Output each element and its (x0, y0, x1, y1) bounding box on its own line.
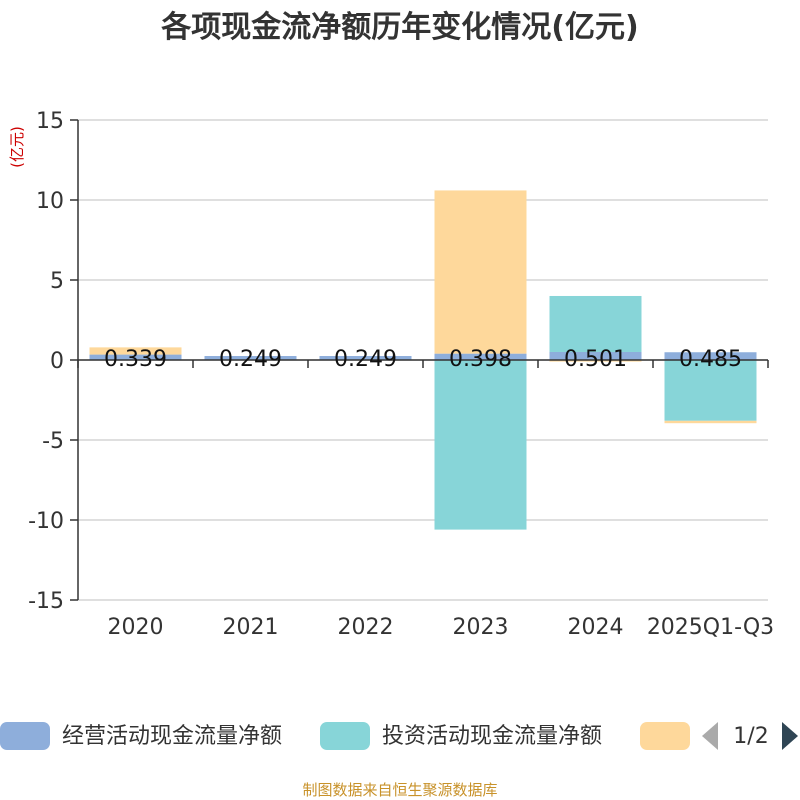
source-note: 制图数据来自恒生聚源数据库 (302, 781, 497, 799)
x-tick-label: 2024 (568, 615, 624, 640)
y-tick-label: 0 (50, 349, 64, 374)
bar-series2-2020[interactable] (89, 347, 182, 355)
y-axis-unit: (亿元) (8, 126, 26, 168)
x-tick-label: 2020 (108, 615, 164, 640)
x-tick-label: 2021 (223, 615, 279, 640)
legend: 经营活动现金流量净额 投资活动现金流量净额 (0, 722, 690, 750)
bar-series1-2025Q1-Q3[interactable] (664, 360, 757, 421)
axes (77, 120, 769, 600)
data-labels: 0.339 0.249 0.249 0.398 0.501 0.485 (104, 347, 742, 372)
x-tick-label: 2022 (338, 615, 394, 640)
legend-swatch[interactable] (640, 722, 690, 750)
bar-series0-2025Q1-Q3[interactable] (664, 352, 757, 360)
data-label: 0.339 (104, 347, 167, 372)
y-tick-label: -10 (28, 509, 64, 534)
bar-series1-2024[interactable] (549, 295, 642, 352)
data-label: 0.398 (449, 347, 512, 372)
legend-label[interactable]: 投资活动现金流量净额 (382, 724, 602, 749)
data-label: 0.249 (219, 347, 282, 372)
y-tick-label: 10 (36, 189, 64, 214)
data-label: 0.485 (679, 347, 742, 372)
y-tick-label: 5 (50, 269, 64, 294)
bar-series2-2025Q1-Q3[interactable] (664, 420, 757, 424)
bar-series2-2023[interactable] (434, 190, 527, 354)
x-tick-label: 2025Q1-Q3 (647, 615, 774, 640)
bar-series0-2022[interactable] (319, 356, 412, 360)
data-label: 0.249 (334, 347, 397, 372)
bar-series0-2021[interactable] (204, 356, 297, 360)
y-tick-label: -15 (28, 589, 64, 614)
legend-pager: 1/2 (702, 722, 798, 750)
bar-series0-2020[interactable] (89, 354, 182, 360)
chart-title: 各项现金流净额历年变化情况(亿元) (160, 10, 638, 45)
legend-swatch[interactable] (320, 722, 370, 750)
bar-series2-2024[interactable] (549, 360, 642, 362)
legend-label[interactable]: 经营活动现金流量净额 (62, 724, 282, 749)
y-tick-label: 15 (36, 109, 64, 134)
x-axis-tick-labels: 2020 2021 2022 2023 2024 2025Q1-Q3 (108, 615, 775, 640)
y-tick-label: -5 (42, 429, 64, 454)
x-tick-label: 2023 (453, 615, 509, 640)
bar-series (89, 190, 757, 530)
bar-series1-2023[interactable] (434, 360, 527, 530)
legend-next-icon[interactable] (782, 722, 798, 750)
data-label: 0.501 (564, 347, 627, 372)
legend-page-indicator: 1/2 (733, 724, 768, 749)
bar-series0-2023[interactable] (434, 353, 527, 360)
legend-prev-icon[interactable] (702, 722, 718, 750)
bar-series0-2024[interactable] (549, 351, 642, 360)
y-axis-tick-labels: 15 10 5 0 -5 -10 -15 (28, 109, 64, 614)
legend-swatch[interactable] (0, 722, 50, 750)
